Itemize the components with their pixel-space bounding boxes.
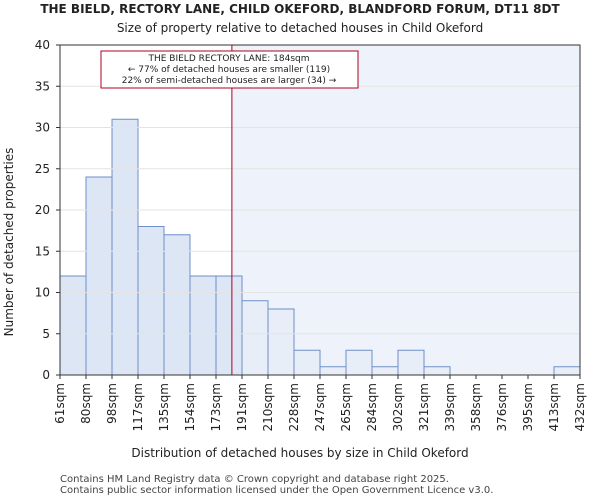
x-tick-label: 117sqm <box>131 383 145 431</box>
x-axis: 61sqm 80sqm 98sqm 117sqm 135sqm 154sqm 173sqm 1… <box>53 375 587 431</box>
x-tick-label: 321sqm <box>417 383 431 431</box>
histogram-bar <box>59 275 87 376</box>
footer-line-2: Contains public sector information licen… <box>60 485 494 496</box>
x-tick-label: 432sqm <box>573 383 587 431</box>
x-tick-label: 173sqm <box>209 383 223 431</box>
histogram-bar <box>397 349 425 376</box>
x-tick-label: 135sqm <box>157 383 171 431</box>
x-tick-label: 247sqm <box>313 383 327 431</box>
y-tick-label: 0 <box>42 368 50 382</box>
x-tick-label: 265sqm <box>339 383 353 431</box>
annotation-line-1: THE BIELD RECTORY LANE: 184sqm <box>147 54 309 64</box>
histogram-bar <box>553 366 581 376</box>
histogram-bar <box>293 349 321 376</box>
y-tick-label: 25 <box>35 162 50 176</box>
x-tick-label: 395sqm <box>521 383 535 431</box>
x-tick-label: 191sqm <box>235 383 249 431</box>
histogram-bar <box>85 176 113 376</box>
histogram-bar <box>241 300 269 376</box>
annotation-box: THE BIELD RECTORY LANE: 184sqm ← 77% of … <box>100 50 359 89</box>
x-tick-label: 413sqm <box>547 383 561 431</box>
y-tick-label: 10 <box>35 286 50 300</box>
y-tick-label: 35 <box>35 79 50 93</box>
histogram-bar <box>319 366 347 376</box>
histogram-bar <box>215 275 243 376</box>
x-tick-label: 210sqm <box>261 383 275 431</box>
y-tick-label: 20 <box>35 203 50 217</box>
annotation-line-2: ← 77% of detached houses are smaller (11… <box>128 65 330 75</box>
histogram-bar <box>371 366 399 376</box>
x-tick-label: 98sqm <box>105 383 119 424</box>
plot-frame <box>59 44 581 376</box>
y-tick-label: 40 <box>35 38 50 52</box>
y-tick-label: 30 <box>35 121 50 135</box>
x-tick-label: 61sqm <box>53 383 67 424</box>
x-tick-label: 80sqm <box>79 383 93 424</box>
x-tick-label: 358sqm <box>469 383 483 431</box>
histogram-bar <box>423 366 451 376</box>
x-axis-label: Distribution of detached houses by size … <box>131 446 468 460</box>
histogram-chart: THE BIELD, RECTORY LANE, CHILD OKEFORD, … <box>2 2 587 460</box>
histogram-bar <box>111 118 139 376</box>
histogram-bar <box>345 349 373 376</box>
x-tick-label: 284sqm <box>365 383 379 431</box>
histogram-bar <box>189 275 217 376</box>
y-tick-label: 15 <box>35 244 50 258</box>
x-tick-label: 228sqm <box>287 383 301 431</box>
annotation-line-3: 22% of semi-detached houses are larger (… <box>122 76 337 86</box>
histogram-bar <box>267 308 295 376</box>
x-tick-label: 339sqm <box>443 383 457 431</box>
x-tick-label: 376sqm <box>495 383 509 431</box>
histogram-bar <box>163 234 191 376</box>
y-axis-label: Number of detached properties <box>2 148 16 337</box>
histogram-bar <box>137 226 165 376</box>
chart-subtitle: Size of property relative to detached ho… <box>117 21 483 35</box>
chart-title: THE BIELD, RECTORY LANE, CHILD OKEFORD, … <box>40 2 560 16</box>
y-tick-label: 5 <box>42 327 50 341</box>
x-tick-label: 302sqm <box>391 383 405 431</box>
footer-line-1: Contains HM Land Registry data © Crown c… <box>60 474 449 485</box>
x-tick-label: 154sqm <box>183 383 197 431</box>
